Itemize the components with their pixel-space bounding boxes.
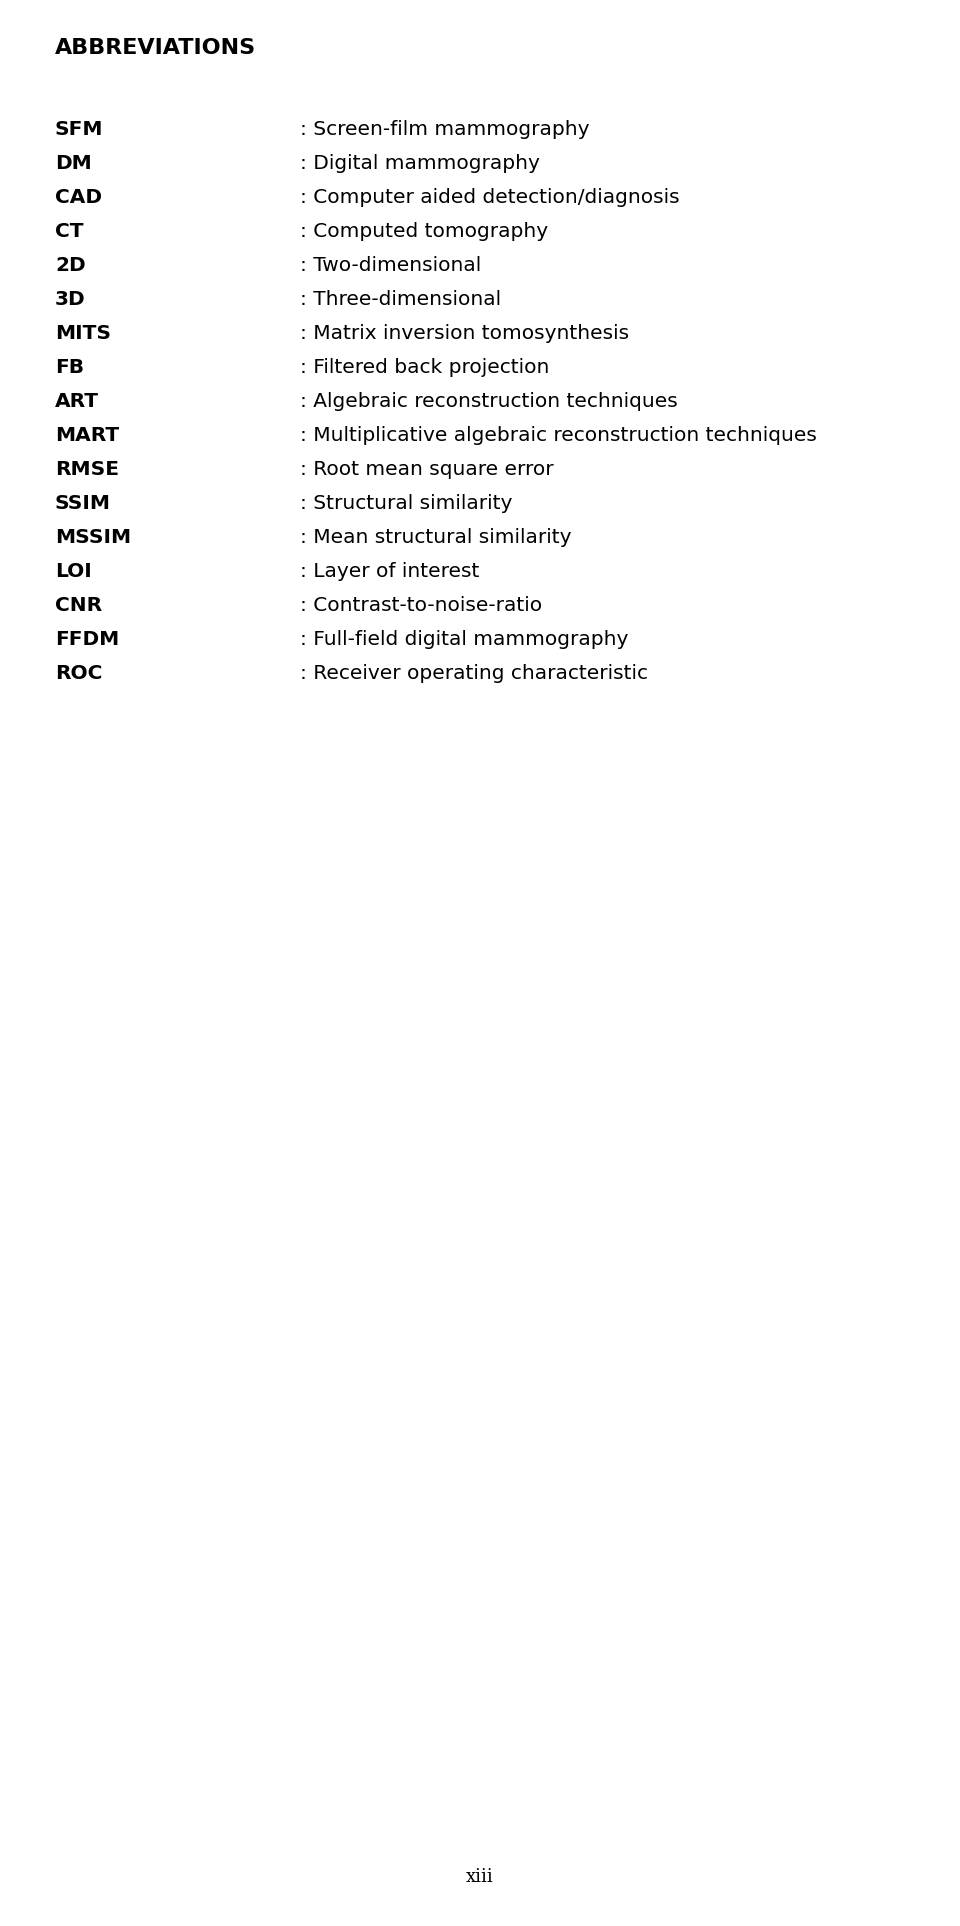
Text: : Mean structural similarity: : Mean structural similarity — [300, 528, 571, 547]
Text: DM: DM — [55, 154, 92, 173]
Text: : Contrast-to-noise-ratio: : Contrast-to-noise-ratio — [300, 595, 542, 614]
Text: : Three-dimensional: : Three-dimensional — [300, 291, 501, 308]
Text: MSSIM: MSSIM — [55, 528, 132, 547]
Text: MITS: MITS — [55, 324, 111, 343]
Text: : Filtered back projection: : Filtered back projection — [300, 358, 549, 377]
Text: CT: CT — [55, 221, 84, 241]
Text: LOI: LOI — [55, 562, 92, 582]
Text: RMSE: RMSE — [55, 460, 119, 480]
Text: : Full-field digital mammography: : Full-field digital mammography — [300, 630, 629, 649]
Text: SFM: SFM — [55, 119, 104, 139]
Text: FFDM: FFDM — [55, 630, 119, 649]
Text: : Screen-film mammography: : Screen-film mammography — [300, 119, 589, 139]
Text: ABBREVIATIONS: ABBREVIATIONS — [55, 39, 256, 58]
Text: ART: ART — [55, 393, 99, 410]
Text: : Matrix inversion tomosynthesis: : Matrix inversion tomosynthesis — [300, 324, 629, 343]
Text: CNR: CNR — [55, 595, 102, 614]
Text: : Structural similarity: : Structural similarity — [300, 493, 513, 512]
Text: MART: MART — [55, 426, 119, 445]
Text: ROC: ROC — [55, 664, 103, 684]
Text: : Computer aided detection/diagnosis: : Computer aided detection/diagnosis — [300, 189, 680, 206]
Text: : Multiplicative algebraic reconstruction techniques: : Multiplicative algebraic reconstructio… — [300, 426, 817, 445]
Text: : Root mean square error: : Root mean square error — [300, 460, 554, 480]
Text: : Receiver operating characteristic: : Receiver operating characteristic — [300, 664, 648, 684]
Text: SSIM: SSIM — [55, 493, 111, 512]
Text: : Digital mammography: : Digital mammography — [300, 154, 540, 173]
Text: 3D: 3D — [55, 291, 85, 308]
Text: 2D: 2D — [55, 256, 85, 275]
Text: CAD: CAD — [55, 189, 102, 206]
Text: : Computed tomography: : Computed tomography — [300, 221, 548, 241]
Text: FB: FB — [55, 358, 84, 377]
Text: : Layer of interest: : Layer of interest — [300, 562, 479, 582]
Text: : Algebraic reconstruction techniques: : Algebraic reconstruction techniques — [300, 393, 678, 410]
Text: xiii: xiii — [467, 1868, 493, 1886]
Text: : Two-dimensional: : Two-dimensional — [300, 256, 481, 275]
